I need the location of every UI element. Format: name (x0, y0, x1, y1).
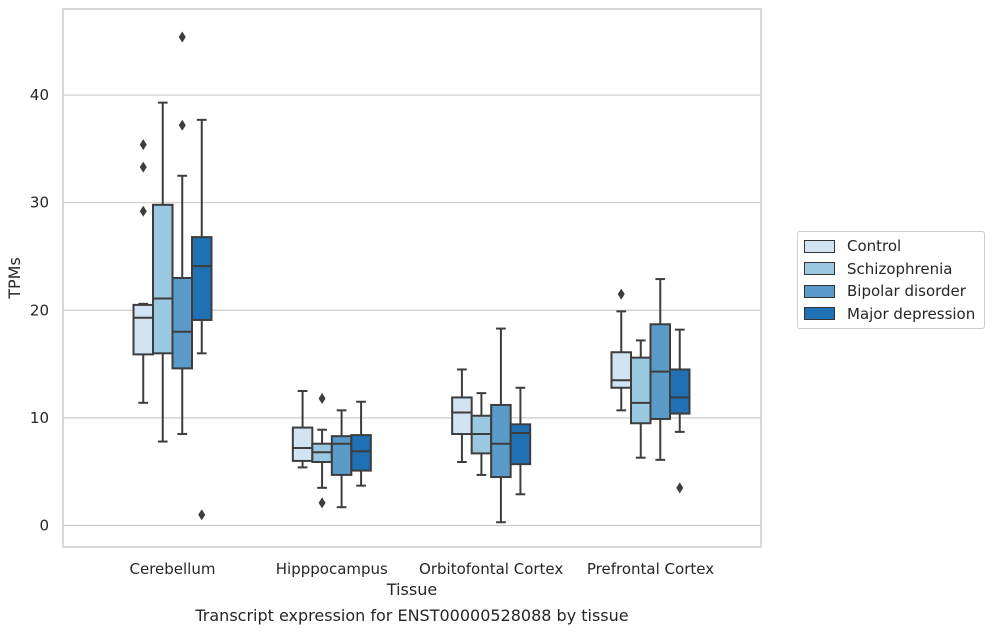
box-bipolar-disorder-hipppocampus (330, 409, 353, 509)
x-tick-label: Orbitofontal Cortex (419, 560, 563, 578)
legend-label: Schizophrenia (847, 259, 953, 278)
y-tick-label: 10 (30, 409, 49, 427)
box-control-cerebellum (132, 139, 154, 404)
box-iqr (630, 356, 652, 425)
x-axis-label: Tissue (386, 580, 437, 599)
box-bipolar-disorder-orbitofontal-cortex (490, 327, 512, 524)
outlier-point (318, 497, 326, 509)
legend-item: Schizophrenia (798, 258, 984, 281)
legend-swatch (804, 284, 835, 298)
box-bipolar-disorder-prefrontal-cortex (649, 278, 671, 461)
box-plot-marks (132, 31, 691, 524)
outlier-point (139, 139, 147, 151)
box-schizophrenia-hipppocampus (311, 393, 333, 509)
box-iqr (132, 303, 154, 356)
outlier-point (178, 119, 186, 131)
x-tick-label: Cerebellum (130, 560, 216, 578)
box-major-depression-prefrontal-cortex (669, 328, 691, 494)
x-tick-label: Hipppocampus (276, 560, 388, 578)
box-iqr (509, 423, 532, 466)
y-axis-ticks: 0 10 20 30 40 (30, 86, 49, 534)
box-control-prefrontal-cortex (610, 288, 632, 412)
outlier-point (676, 482, 684, 494)
x-axis-ticks: Cerebellum Hipppocampus Orbitofontal Corte… (130, 560, 715, 578)
box-major-depression-hipppocampus (350, 400, 372, 487)
box-iqr (350, 434, 372, 472)
box-control-orbitofontal-cortex (451, 368, 473, 463)
y-tick-label: 0 (39, 516, 49, 534)
plot-frame (62, 8, 762, 548)
legend-label: Bipolar disorder (847, 282, 966, 301)
y-tick-label: 30 (30, 194, 49, 212)
box-major-depression-orbitofontal-cortex (509, 386, 532, 496)
y-axis-label: TPMs (5, 257, 24, 300)
outlier-point (198, 509, 206, 521)
box-iqr (291, 426, 314, 462)
legend-swatch (804, 262, 835, 276)
box-iqr (330, 435, 353, 476)
legend-swatch (804, 239, 835, 253)
legend-item: Major depression (798, 303, 984, 326)
box-schizophrenia-prefrontal-cortex (630, 339, 652, 459)
y-tick-label: 40 (30, 86, 49, 104)
outlier-point (139, 205, 147, 217)
y-tick-label: 20 (30, 301, 49, 319)
legend-item: Bipolar disorder (798, 280, 984, 303)
box-iqr (451, 396, 473, 436)
legend-item: Control (798, 235, 984, 258)
legend-swatch (804, 307, 835, 321)
legend-label: Major depression (847, 304, 976, 323)
outlier-point (318, 393, 326, 405)
box-schizophrenia-orbitofontal-cortex (470, 392, 493, 476)
box-bipolar-disorder-cerebellum (171, 31, 193, 436)
box-iqr (610, 351, 632, 389)
outlier-point (617, 288, 625, 300)
x-tick-label: Prefrontal Cortex (587, 560, 714, 578)
box-iqr (669, 368, 691, 415)
legend-label: Control (847, 237, 902, 256)
figure-caption: Transcript expression for ENST0000052808… (195, 606, 629, 625)
box-iqr (152, 203, 174, 355)
box-iqr (191, 236, 213, 321)
box-major-depression-cerebellum (191, 118, 213, 521)
box-iqr (490, 403, 512, 479)
box-control-hipppocampus (291, 389, 314, 469)
box-schizophrenia-cerebellum (152, 101, 174, 443)
outlier-point (139, 161, 147, 173)
legend: Control Schizophrenia Bipolar disorder Majo… (797, 231, 985, 329)
box-iqr (171, 277, 193, 370)
outlier-point (178, 31, 186, 43)
